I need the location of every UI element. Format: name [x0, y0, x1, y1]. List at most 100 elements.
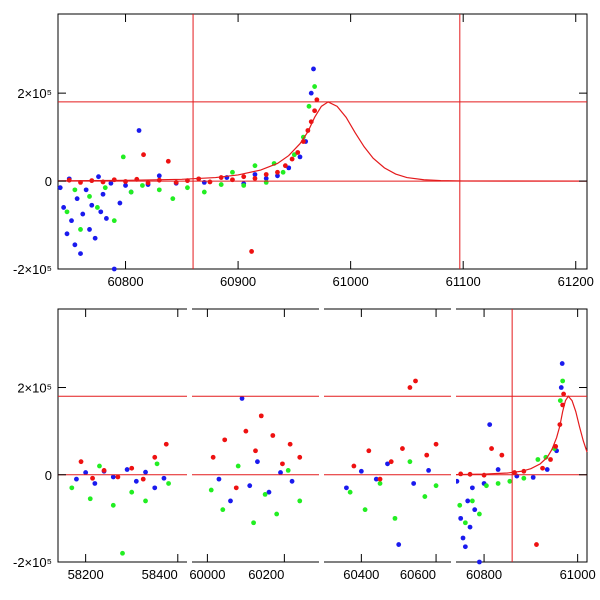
- data-point: [252, 163, 258, 169]
- data-point: [87, 194, 92, 199]
- data-point: [89, 202, 95, 208]
- data-point: [108, 180, 114, 186]
- data-point: [476, 559, 482, 565]
- data-point: [57, 185, 63, 191]
- data-point: [263, 172, 269, 177]
- data-point: [74, 196, 80, 202]
- data-point: [388, 459, 394, 465]
- data-point: [289, 156, 295, 162]
- data-point: [102, 185, 108, 191]
- data-point: [472, 507, 478, 513]
- data-point: [103, 216, 109, 221]
- data-point: [561, 391, 567, 397]
- data-point: [312, 84, 318, 89]
- data-point: [358, 468, 364, 474]
- data-point: [278, 470, 283, 475]
- data-point: [285, 467, 291, 473]
- data-point: [185, 185, 190, 191]
- data-point: [72, 242, 78, 248]
- axis-break: [187, 308, 192, 563]
- data-point: [295, 150, 301, 155]
- data-point: [100, 191, 106, 197]
- data-point: [433, 483, 439, 489]
- data-point: [521, 475, 527, 481]
- data-point: [262, 491, 268, 497]
- data-point: [143, 498, 148, 504]
- data-point: [270, 433, 276, 438]
- data-point: [253, 448, 258, 454]
- data-point: [166, 481, 171, 486]
- data-point: [163, 441, 169, 447]
- data-point: [207, 179, 213, 185]
- data-point: [249, 249, 254, 254]
- data-point: [426, 467, 431, 473]
- y-tick-label: -2×10⁵: [13, 555, 52, 570]
- data-point: [136, 128, 142, 133]
- data-point: [507, 478, 513, 484]
- data-point: [280, 169, 286, 175]
- data-point: [495, 467, 501, 472]
- data-point: [140, 476, 146, 482]
- data-point: [78, 459, 84, 465]
- data-point: [94, 205, 100, 210]
- data-point: [141, 152, 146, 158]
- data-point: [64, 209, 70, 215]
- data-point: [553, 444, 559, 449]
- data-point: [433, 441, 439, 447]
- data-point: [467, 524, 473, 530]
- data-point: [61, 205, 67, 210]
- data-point: [373, 476, 379, 482]
- data-point: [411, 481, 417, 486]
- data-point: [289, 478, 295, 484]
- data-point: [161, 475, 167, 481]
- x-tick-label: 60200: [248, 567, 284, 582]
- data-point: [124, 467, 130, 472]
- data-point: [544, 467, 550, 472]
- data-point: [308, 90, 314, 96]
- data-point: [92, 481, 98, 486]
- data-point: [407, 459, 413, 465]
- data-point: [297, 154, 303, 160]
- data-point: [495, 481, 501, 486]
- axis-break: [451, 308, 456, 563]
- data-point: [530, 474, 536, 480]
- data-point: [101, 467, 107, 473]
- data-point: [74, 476, 79, 482]
- data-point: [83, 470, 89, 475]
- data-point: [344, 485, 349, 491]
- data-point: [110, 502, 116, 508]
- data-point: [241, 183, 247, 188]
- data-point: [540, 465, 545, 471]
- data-point: [218, 182, 224, 187]
- data-point: [297, 498, 303, 504]
- data-point: [484, 483, 489, 489]
- data-point: [143, 469, 148, 475]
- data-point: [362, 507, 368, 513]
- data-point: [216, 476, 222, 482]
- x-tick-label: 58200: [68, 567, 104, 582]
- y-tick-label: -2×10⁵: [13, 262, 52, 277]
- bottom-data-points: [69, 361, 567, 565]
- data-point: [457, 502, 463, 508]
- x-tick-label: 60900: [220, 274, 256, 289]
- data-point: [560, 378, 566, 384]
- data-point: [145, 180, 151, 186]
- data-point: [69, 218, 74, 224]
- data-point: [115, 474, 121, 480]
- data-point: [311, 66, 316, 72]
- data-point: [255, 459, 260, 465]
- data-point: [407, 385, 413, 390]
- data-point: [230, 169, 235, 175]
- data-point: [117, 200, 123, 206]
- data-point: [111, 218, 117, 224]
- top-data-points: [57, 66, 320, 272]
- data-point: [152, 454, 158, 460]
- data-point: [351, 463, 357, 469]
- data-point: [123, 183, 128, 188]
- data-point: [469, 498, 475, 504]
- x-tick-label: 60400: [343, 567, 379, 582]
- data-point: [413, 378, 418, 384]
- data-point: [543, 454, 549, 460]
- x-tick-label: 61000: [333, 274, 369, 289]
- data-point: [110, 474, 116, 480]
